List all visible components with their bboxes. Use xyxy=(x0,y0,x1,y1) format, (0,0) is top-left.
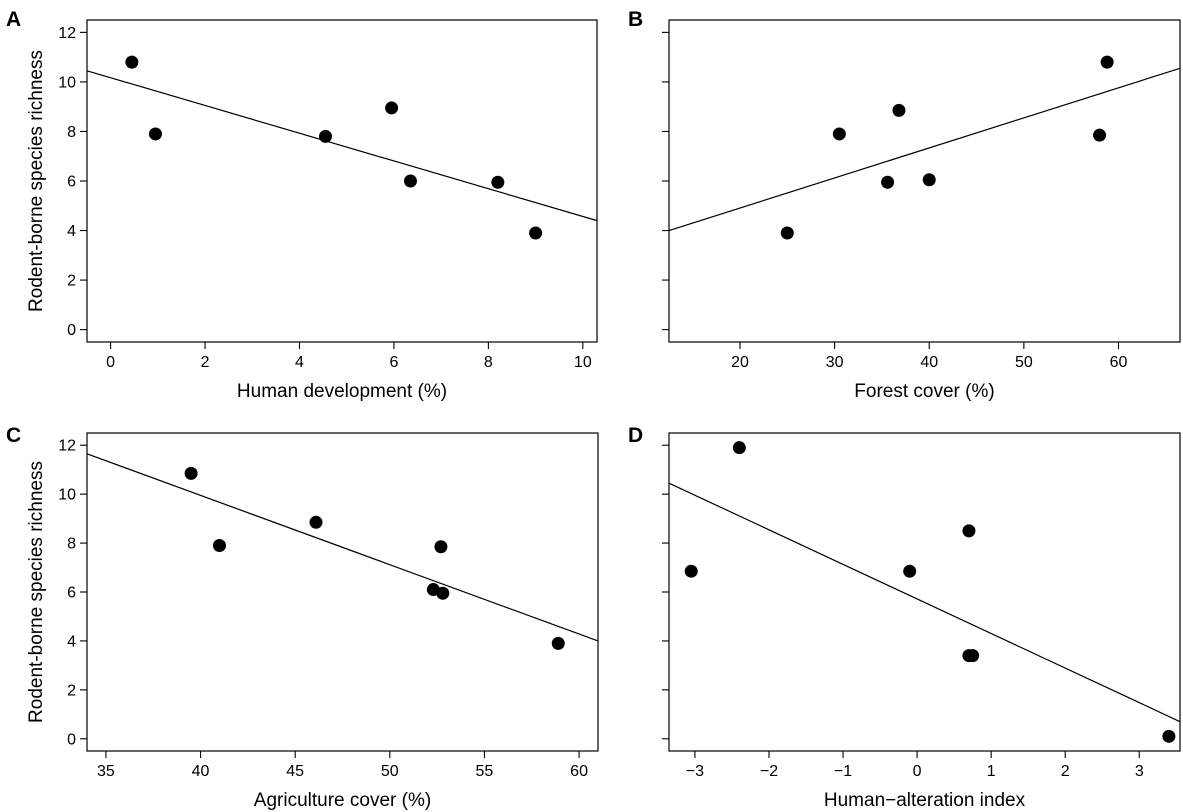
regression-line-c xyxy=(87,454,598,641)
y-tick-label: 8 xyxy=(67,536,76,553)
data-point xyxy=(733,441,746,454)
panel-d: D −3 −2 −1 0 1 2 3 Human−alteration index xyxy=(628,424,1180,811)
panel-letter-a: A xyxy=(6,8,21,31)
plot-frame-c xyxy=(87,433,598,751)
x-tick-label: 10 xyxy=(574,354,592,371)
plot-frame-a xyxy=(87,20,597,342)
y-tick-label: 12 xyxy=(58,25,76,42)
data-point xyxy=(962,524,975,537)
y-tick-label: 4 xyxy=(67,223,76,240)
x-tick-label: 55 xyxy=(476,763,494,780)
x-tick-label: −3 xyxy=(686,763,704,780)
x-tick-label: 35 xyxy=(97,763,115,780)
x-tick-label: 30 xyxy=(826,354,844,371)
y-axis-title-a: Rodent-borne species richness xyxy=(26,50,47,312)
plot-frame-d xyxy=(669,433,1180,751)
y-tick-label: 10 xyxy=(58,487,76,504)
x-tick-label: 45 xyxy=(286,763,304,780)
x-tick-label: 60 xyxy=(1110,354,1128,371)
data-point xyxy=(923,173,936,186)
data-point xyxy=(685,565,698,578)
x-tick-label: 40 xyxy=(920,354,938,371)
regression-line-d xyxy=(669,483,1180,722)
data-point xyxy=(881,176,894,189)
y-axis-title-c: Rodent-borne species richness xyxy=(26,461,47,723)
y-tick-label: 12 xyxy=(58,438,76,455)
data-point xyxy=(1162,730,1175,743)
data-point xyxy=(149,127,162,140)
x-axis-title-c: Agriculture cover (%) xyxy=(254,790,431,811)
data-point xyxy=(319,130,332,143)
y-tick-label: 0 xyxy=(67,731,76,748)
panel-letter-c: C xyxy=(6,424,21,447)
data-point xyxy=(1101,56,1114,69)
data-point xyxy=(385,101,398,114)
panel-letter-b: B xyxy=(628,8,643,31)
x-axis-title-a: Human development (%) xyxy=(237,381,447,402)
regression-line-b xyxy=(669,68,1180,230)
x-tick-label: 50 xyxy=(381,763,399,780)
data-point xyxy=(552,637,565,650)
y-tick-label: 2 xyxy=(67,273,76,290)
x-tick-label: 6 xyxy=(389,354,398,371)
x-tick-label: 0 xyxy=(913,763,922,780)
data-point xyxy=(213,539,226,552)
x-tick-label: 20 xyxy=(731,354,749,371)
x-axis-title-b: Forest cover (%) xyxy=(854,381,994,402)
x-tick-label: 40 xyxy=(192,763,210,780)
y-tick-label: 8 xyxy=(67,124,76,141)
x-tick-label: 1 xyxy=(987,763,996,780)
data-point xyxy=(781,227,794,240)
data-point xyxy=(491,176,504,189)
x-tick-label: 2 xyxy=(201,354,210,371)
data-point xyxy=(892,104,905,117)
y-tick-label: 0 xyxy=(67,322,76,339)
y-tick-label: 6 xyxy=(67,585,76,602)
y-tick-label: 2 xyxy=(67,682,76,699)
data-point xyxy=(1093,129,1106,142)
data-point xyxy=(833,127,846,140)
panel-c: C 0 2 4 6 8 10 12 35 40 45 50 55 60 Agriculture cover … xyxy=(6,424,598,811)
regression-line-a xyxy=(87,71,597,221)
x-tick-label: 50 xyxy=(1015,354,1033,371)
data-point xyxy=(310,516,323,529)
y-tick-label: 10 xyxy=(58,74,76,91)
panel-b: B 20 30 40 50 60 Forest cover (%) xyxy=(628,8,1180,402)
data-point xyxy=(404,175,417,188)
x-tick-label: 0 xyxy=(106,354,115,371)
x-axis-title-d: Human−alteration index xyxy=(824,790,1026,811)
data-point xyxy=(529,227,542,240)
data-point xyxy=(966,649,979,662)
y-tick-label: 6 xyxy=(67,174,76,191)
x-tick-label: 4 xyxy=(295,354,304,371)
y-tick-label: 4 xyxy=(67,633,76,650)
x-tick-label: 8 xyxy=(484,354,493,371)
panel-letter-d: D xyxy=(628,424,643,447)
data-point xyxy=(903,565,916,578)
x-tick-label: 60 xyxy=(570,763,588,780)
data-point xyxy=(436,587,449,600)
data-point xyxy=(185,467,198,480)
data-point xyxy=(125,56,138,69)
x-tick-label: −1 xyxy=(834,763,852,780)
x-tick-label: 2 xyxy=(1061,763,1070,780)
data-point xyxy=(434,540,447,553)
x-tick-label: −2 xyxy=(760,763,778,780)
panel-a: A 0 2 4 6 8 10 12 0 2 4 6 8 10 Human development (%) Ro… xyxy=(6,8,597,402)
x-tick-label: 3 xyxy=(1135,763,1144,780)
